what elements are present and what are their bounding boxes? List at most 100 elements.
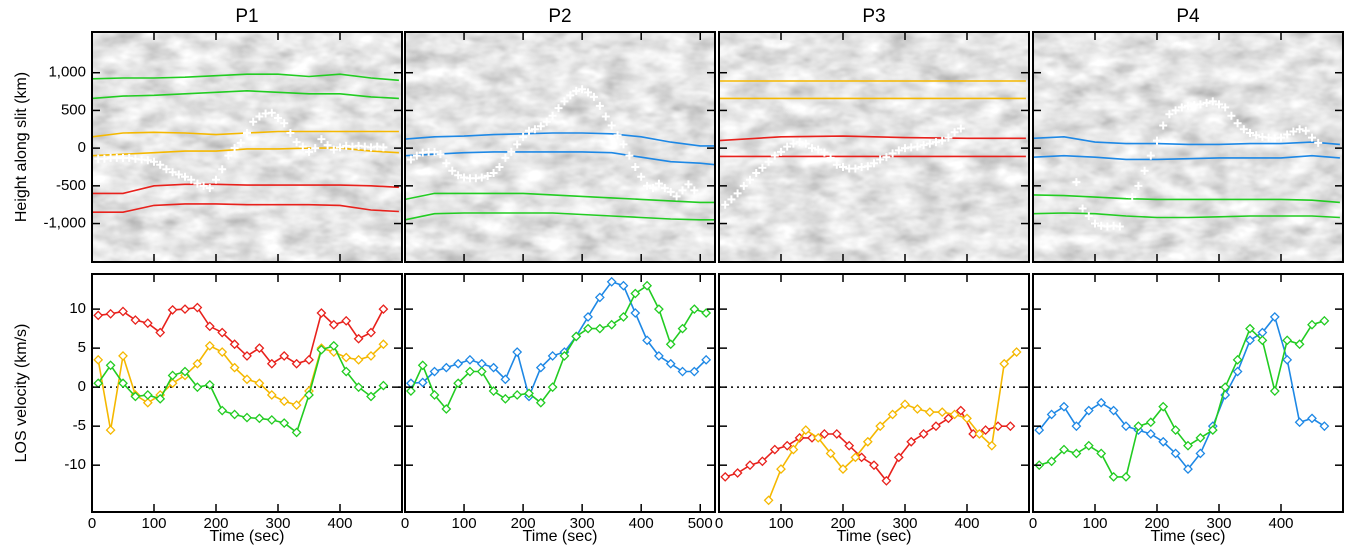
- cross-marker: [1295, 125, 1304, 134]
- diamond-marker: [583, 323, 593, 334]
- cross-marker: [851, 164, 860, 173]
- cross-marker: [150, 157, 158, 166]
- diamond-marker: [279, 396, 290, 407]
- cross-marker: [1078, 204, 1087, 213]
- diamond-marker: [665, 358, 676, 369]
- diamond-marker: [254, 343, 265, 354]
- diamond-marker: [204, 321, 215, 332]
- diamond-marker: [776, 464, 786, 475]
- diamond-marker: [1145, 429, 1156, 439]
- cross-marker: [243, 129, 251, 138]
- cross-marker: [448, 166, 457, 175]
- diamond-marker: [500, 374, 511, 385]
- cross-marker: [224, 151, 233, 160]
- diamond-marker: [630, 308, 641, 318]
- cross-marker: [454, 171, 463, 180]
- cross-marker: [501, 153, 510, 162]
- cross-marker: [932, 138, 940, 147]
- diamond-marker: [429, 366, 440, 377]
- diamond-marker: [130, 391, 141, 402]
- diamond-marker: [465, 366, 475, 377]
- diamond-marker: [476, 358, 487, 369]
- diamond-marker: [1046, 409, 1057, 420]
- diamond-marker: [476, 366, 487, 377]
- y-tick-label: 0: [78, 378, 86, 395]
- diamond-marker: [547, 382, 558, 393]
- diamond-marker: [949, 409, 960, 420]
- cross-marker: [513, 140, 522, 149]
- diamond-marker: [974, 429, 985, 439]
- cross-marker: [795, 138, 804, 147]
- y-tick-label: -5: [73, 417, 86, 434]
- diamond-marker: [1307, 413, 1317, 424]
- x-tick-label: 0: [401, 515, 409, 532]
- series-line: [92, 183, 399, 195]
- x-tick-label: 400: [629, 515, 654, 532]
- series-line: [92, 203, 399, 213]
- diamond-marker: [583, 311, 593, 322]
- x-tick-label: 400: [327, 515, 352, 532]
- diamond-marker: [594, 323, 605, 334]
- cross-marker: [777, 147, 785, 156]
- cross-marker: [212, 175, 220, 184]
- x-tick-label: 300: [892, 515, 917, 532]
- cross-marker: [530, 125, 539, 134]
- diamond-marker: [1133, 421, 1144, 432]
- diamond-marker: [328, 319, 339, 330]
- diamond-marker: [1220, 382, 1231, 393]
- cross-marker: [733, 189, 742, 198]
- cross-marker: [584, 88, 593, 97]
- y-tick-label: 0: [78, 139, 86, 156]
- cross-marker: [436, 150, 445, 159]
- diamond-marker: [838, 464, 848, 475]
- diamond-marker: [819, 429, 830, 439]
- diamond-marker: [1319, 315, 1330, 326]
- diamond-marker: [366, 391, 376, 402]
- cross-marker: [944, 133, 953, 142]
- diamond-marker: [1170, 425, 1181, 435]
- cross-marker: [876, 155, 885, 164]
- diamond-marker: [229, 409, 240, 420]
- diamond-marker: [1307, 319, 1317, 330]
- cross-marker: [525, 126, 533, 135]
- x-tick-label: 200: [830, 515, 855, 532]
- diamond-marker: [118, 378, 128, 389]
- series-line: [1038, 315, 1325, 471]
- series-line: [92, 147, 399, 157]
- diamond-marker: [1183, 464, 1193, 475]
- cross-marker: [483, 172, 492, 181]
- diamond-marker: [1096, 397, 1107, 408]
- diamond-marker: [1071, 448, 1082, 459]
- plot-frame: [1032, 273, 1344, 513]
- cross-marker: [1084, 212, 1093, 220]
- x-tick-label: 400: [954, 515, 979, 532]
- diamond-marker: [441, 362, 452, 373]
- series-line: [97, 344, 384, 434]
- cross-marker: [280, 119, 289, 128]
- image-background: [1033, 32, 1343, 262]
- diamond-marker: [130, 315, 141, 325]
- plot-area: [405, 276, 715, 414]
- diamond-marker: [192, 358, 203, 369]
- diamond-marker: [606, 319, 617, 330]
- plot-area: [1033, 311, 1343, 482]
- y-axis-label: LOS velocity (km/s): [13, 324, 30, 463]
- cross-marker: [631, 162, 640, 171]
- x-axis-label: Time (sec): [523, 528, 598, 545]
- cross-marker: [406, 155, 415, 164]
- diamond-marker: [1245, 335, 1255, 346]
- cross-marker: [660, 184, 669, 193]
- cross-marker: [305, 147, 313, 156]
- cross-marker: [323, 141, 332, 150]
- series-line: [1033, 135, 1340, 146]
- diamond-marker: [316, 308, 327, 318]
- diamond-marker: [512, 347, 523, 357]
- cross-marker: [336, 143, 344, 152]
- diamond-marker: [488, 362, 499, 373]
- diamond-marker: [524, 388, 534, 399]
- diamond-marker: [653, 351, 664, 361]
- diamond-marker: [417, 360, 428, 371]
- cross-marker: [236, 138, 245, 147]
- cross-marker: [643, 181, 652, 190]
